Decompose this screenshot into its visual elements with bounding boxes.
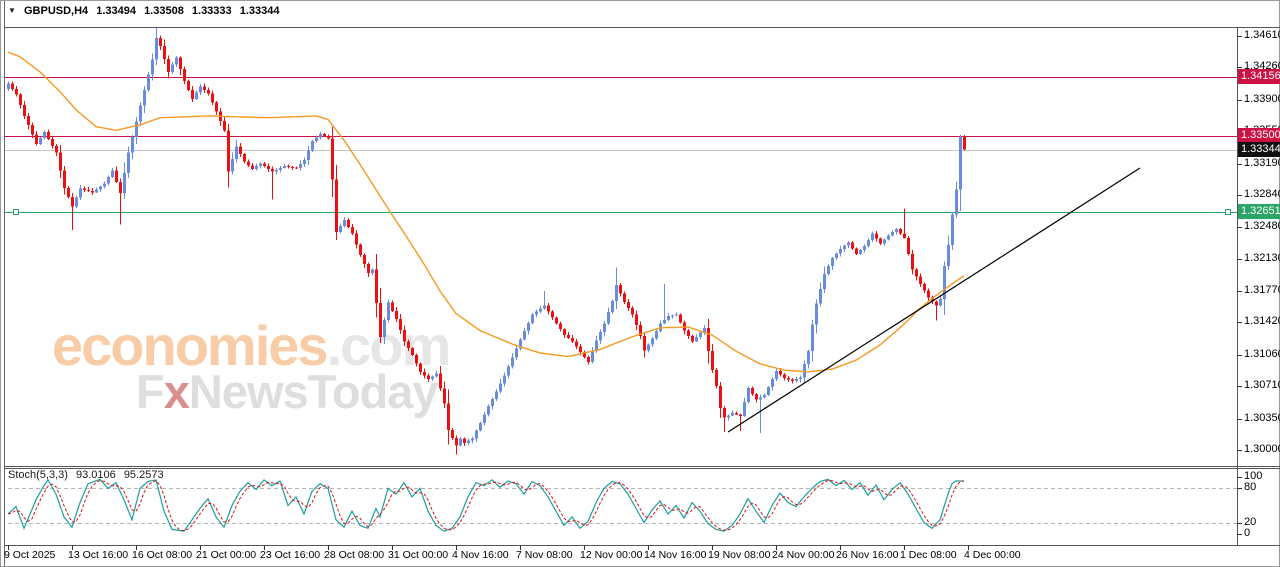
time-axis-label: 26 Nov 16:00 <box>836 549 899 561</box>
time-axis-label: 12 Nov 00:00 <box>580 549 643 561</box>
symbol-timeframe: GBPUSD,H4 <box>23 5 89 17</box>
stochastic-k-value: 93.0106 <box>75 469 116 481</box>
ascending-trendline[interactable] <box>727 167 1141 433</box>
price-axis-label: 1.32840 <box>1244 187 1280 200</box>
stochastic-label: Stoch(5,3,3) 93.0106 95.2573 <box>8 469 169 481</box>
stoch-axis-label: 0 <box>1244 527 1251 539</box>
price-axis-label: 1.33190 <box>1244 156 1280 169</box>
ohlc-close: 1.33344 <box>239 5 280 17</box>
time-axis-label: 4 Dec 00:00 <box>964 549 1021 561</box>
price-axis-label: 1.31420 <box>1244 315 1280 328</box>
time-axis-label: 31 Oct 00:00 <box>388 549 449 561</box>
watermark-brand: economies.com <box>52 318 451 374</box>
stoch-signal-line <box>7 479 965 532</box>
time-axis-label: 21 Oct 00:00 <box>196 549 257 561</box>
stochastic-name: Stoch(5,3,3) <box>8 469 68 481</box>
price-axis-label: 1.31060 <box>1244 347 1280 360</box>
watermark: economies.com FxNewsToday <box>52 318 451 416</box>
price-axis-label: 1.33900 <box>1244 92 1280 105</box>
time-axis-label: 19 Nov 08:00 <box>708 549 771 561</box>
watermark-x: x <box>163 365 190 418</box>
watermark-brand-suffix: .com <box>326 314 452 377</box>
watermark-tagline: FxNewsToday <box>136 368 449 415</box>
time-axis-label: 9 Oct 2025 <box>4 549 56 561</box>
watermark-brand-main: economies <box>52 314 329 377</box>
watermark-rest: NewsToday <box>188 365 439 418</box>
ohlc-open: 1.33494 <box>96 5 136 17</box>
price-badge-resistance: 1.34156 <box>1238 69 1280 85</box>
time-axis-label: 1 Dec 08:00 <box>900 549 957 561</box>
time-axis-label: 14 Nov 16:00 <box>644 549 707 561</box>
hline-handle[interactable] <box>13 209 19 215</box>
symbol-dropdown-icon[interactable]: ▼ <box>8 6 16 15</box>
price-axis-label: 1.32130 <box>1244 251 1280 264</box>
candles <box>7 27 966 455</box>
ohlc-low: 1.33333 <box>191 5 232 17</box>
stochastic-d-value: 95.2573 <box>123 469 164 481</box>
time-axis-label: 24 Nov 00:00 <box>772 549 835 561</box>
price-badge-support: 1.32651 <box>1238 204 1280 220</box>
price-axis-label: 1.31770 <box>1244 284 1280 297</box>
price-axis-label: 1.30350 <box>1244 411 1280 424</box>
time-axis-label: 16 Oct 08:00 <box>132 549 193 561</box>
stoch-axis-label: 20 <box>1244 515 1257 528</box>
stoch-axis-label: 80 <box>1244 481 1257 494</box>
time-axis-label: 23 Oct 16:00 <box>260 549 321 561</box>
watermark-f: F <box>136 365 165 418</box>
ohlc-high: 1.33508 <box>144 5 184 17</box>
price-axis-label: 1.32480 <box>1244 220 1280 233</box>
stoch-axis-label: 100 <box>1244 470 1263 482</box>
price-badge-current-price: 1.33344 <box>1238 142 1280 158</box>
hline-handle[interactable] <box>1225 209 1231 215</box>
price-axis-label: 1.30710 <box>1244 379 1280 392</box>
price-axis-label: 1.34610 <box>1244 29 1280 41</box>
price-axis-label: 1.30000 <box>1244 443 1280 455</box>
moving-average-line[interactable] <box>7 51 965 373</box>
time-axis-label: 28 Oct 08:00 <box>324 549 385 561</box>
time-axis-label: 4 Nov 16:00 <box>452 549 509 561</box>
price-badge-resistance: 1.33500 <box>1238 128 1280 144</box>
time-axis-label: 7 Nov 08:00 <box>516 549 573 561</box>
symbol-ohlc-line: ▼ GBPUSD,H4 1.33494 1.33508 1.33333 1.33… <box>8 5 284 17</box>
time-axis-label: 13 Oct 16:00 <box>68 549 129 561</box>
